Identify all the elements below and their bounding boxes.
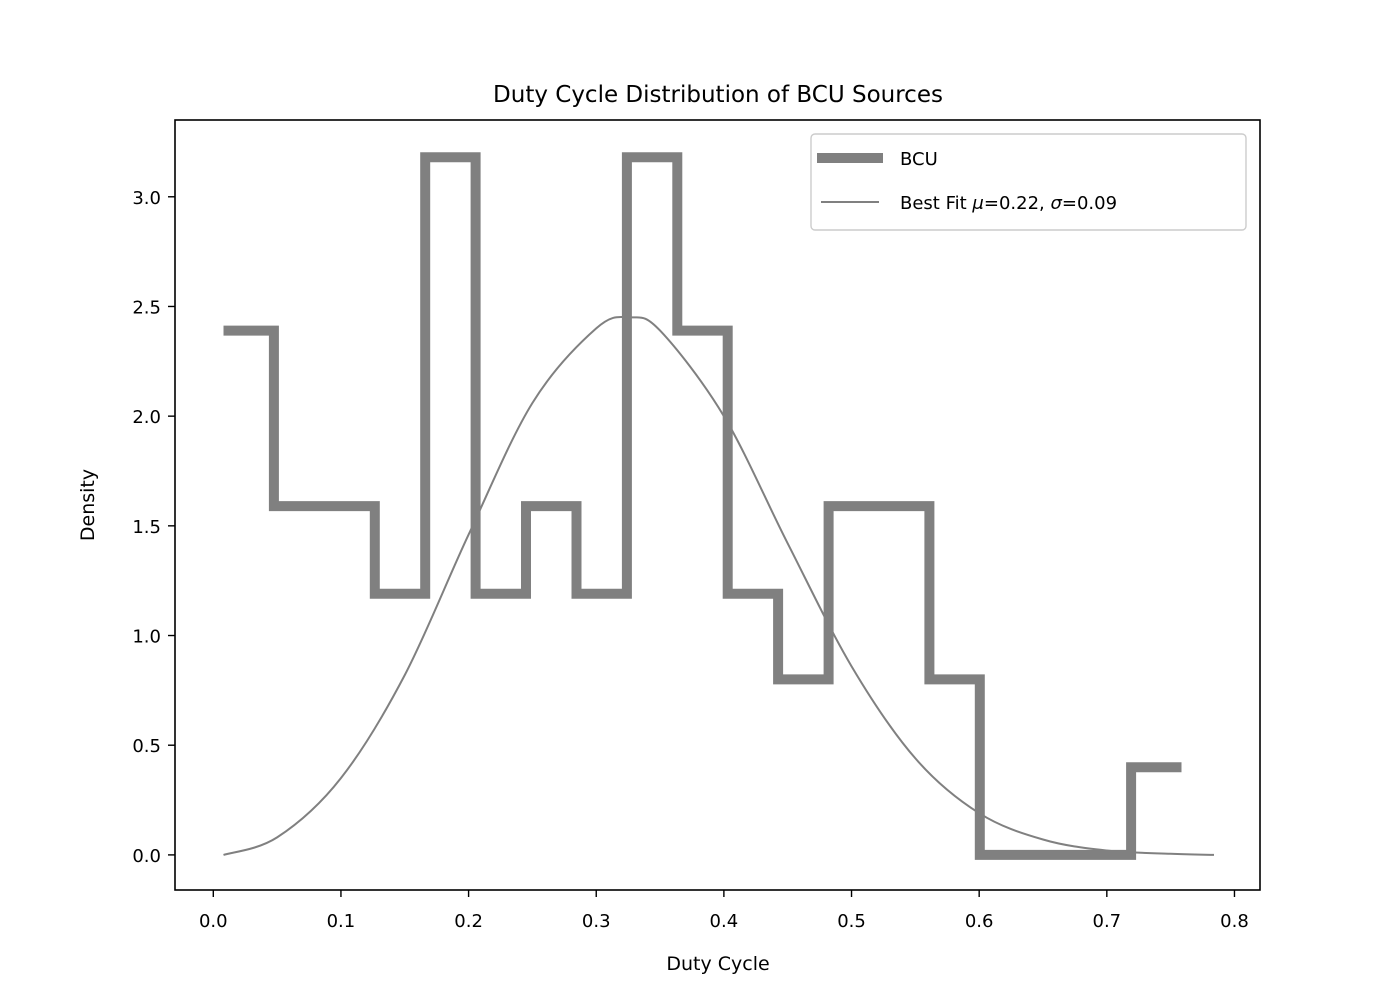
x-tick-label: 0.8 [1220,911,1249,932]
y-axis-label: Density [77,469,99,541]
axes-frame [174,119,1261,891]
x-tick-label: 0.3 [582,911,611,932]
x-axis-label: Duty Cycle [666,953,769,975]
x-tick-label: 0.6 [965,911,994,932]
y-tick-label: 2.5 [132,297,161,318]
chart-title: Duty Cycle Distribution of BCU Sources [493,82,943,108]
y-axis-ticks: 0.0 0.5 1.0 1.5 2.0 2.5 3.0 [132,188,175,867]
y-tick-label: 3.0 [132,188,161,209]
x-tick-label: 0.0 [199,911,228,932]
legend-mu-value: =0.22, [984,193,1051,214]
x-tick-label: 0.4 [710,911,739,932]
legend-sigma-value: =0.09 [1062,193,1117,214]
y-tick-label: 0.5 [132,736,161,757]
y-tick-label: 1.0 [132,627,161,648]
legend: BCU Best Fit μ=0.22, σ=0.09 [810,133,1247,231]
y-tick-label: 0.0 [132,846,161,867]
series-best-fit-line [223,315,1215,856]
legend-best-fit-prefix: Best Fit [900,193,972,214]
legend-label-bcu: BCU [900,149,938,170]
legend-sigma-symbol: σ [1050,193,1062,214]
x-tick-label: 0.1 [327,911,356,932]
series-bcu-step [223,152,1182,860]
x-tick-label: 0.2 [454,911,483,932]
legend-mu-symbol: μ [971,193,983,214]
x-tick-label: 0.5 [837,911,866,932]
legend-label-best-fit: Best Fit μ=0.22, σ=0.09 [900,193,1117,214]
x-axis-ticks: 0.0 0.1 0.2 0.3 0.4 0.5 0.6 0.7 0.8 [199,890,1249,932]
x-tick-label: 0.7 [1093,911,1122,932]
legend-box [810,133,1247,231]
plot-area [223,152,1215,860]
y-tick-label: 1.5 [132,517,161,538]
y-tick-label: 2.0 [132,407,161,428]
